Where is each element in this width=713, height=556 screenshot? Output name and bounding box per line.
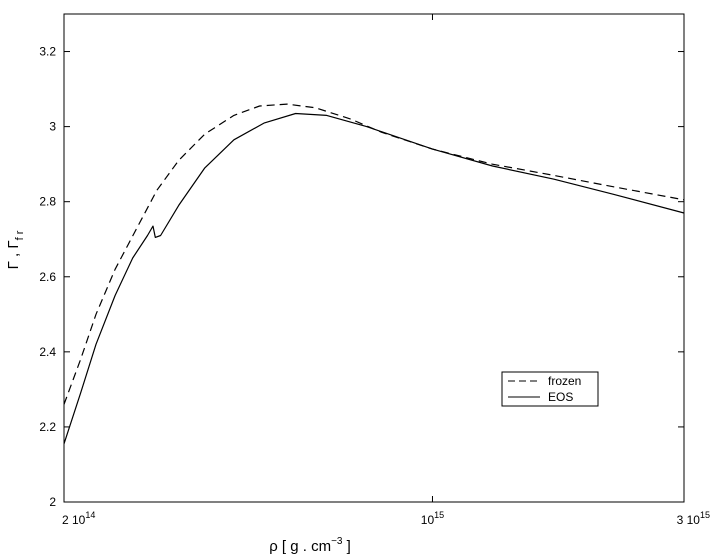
y-tick-label: 2 [49,495,56,509]
legend: frozen EOS [501,371,599,407]
x-tick-label: 2 1014 [62,510,95,527]
x-tick-label: 3 1015 [677,510,710,527]
y-tick-label: 2.8 [39,195,56,209]
ticks [63,14,685,503]
plot-frame [63,13,685,503]
y-tick-label: 2.2 [39,420,56,434]
legend-label-eos: EOS [548,390,573,404]
y-tick-label: 3.2 [39,45,56,59]
y-tick-label: 2.6 [39,270,56,284]
y-tick-label: 3 [49,120,56,134]
legend-label-frozen: frozen [548,374,581,388]
x-tick-label: 1015 [421,510,444,527]
tick-labels: 2 2.2 2.4 2.6 2.8 3 3.2 2 1014 1015 3 1015 [39,45,710,527]
x-axis-label: ρ [ g . cm−3 ] [269,536,351,555]
series-line-frozen [63,103,685,405]
series-lines [63,103,685,444]
y-axis-label: Γ , Γf r [5,230,26,269]
legend-box [501,371,599,407]
y-tick-label: 2.4 [39,345,56,359]
series-line-eos [63,112,685,444]
